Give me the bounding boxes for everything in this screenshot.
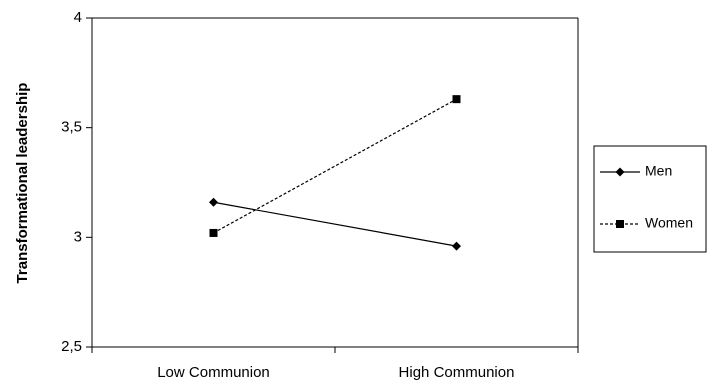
legend-box xyxy=(593,145,707,253)
x-tick-label: Low Communion xyxy=(157,364,270,381)
legend: Men Women xyxy=(593,145,707,253)
y-axis-ticks: 2,5 3 3,5 4 xyxy=(61,9,92,355)
data-point-women xyxy=(209,228,218,237)
series-women xyxy=(209,95,461,237)
legend-item-women: Women xyxy=(600,215,693,231)
y-tick-label: 2,5 xyxy=(61,338,82,355)
legend-marker-women xyxy=(616,220,624,228)
legend-label-women: Women xyxy=(645,215,693,231)
series-layer xyxy=(209,95,461,251)
series-men xyxy=(209,197,461,251)
y-tick-label: 3,5 xyxy=(61,119,82,136)
y-tick-label: 4 xyxy=(74,9,82,26)
data-point-men xyxy=(452,241,461,251)
legend-marker-men xyxy=(615,167,625,177)
series-line-men xyxy=(213,201,457,247)
x-axis-ticks: Low Communion High Communion xyxy=(91,347,579,381)
y-tick-label: 3 xyxy=(74,228,82,245)
x-tick-label: High Communion xyxy=(399,364,515,381)
data-point-women xyxy=(452,95,461,104)
y-axis-title: Transformational leadership xyxy=(14,83,31,284)
plot-frame xyxy=(91,17,579,348)
legend-label-men: Men xyxy=(645,163,672,179)
series-line-women xyxy=(213,98,457,234)
legend-item-men: Men xyxy=(600,163,672,179)
data-point-men xyxy=(209,197,218,207)
